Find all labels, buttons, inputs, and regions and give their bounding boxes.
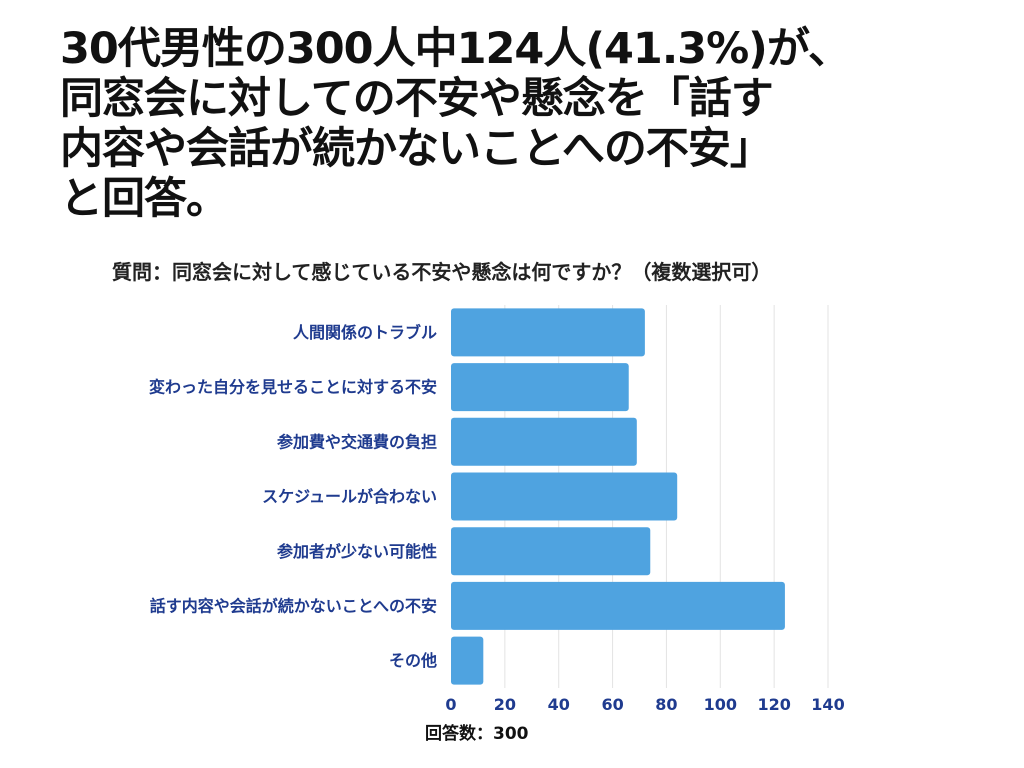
bars [451, 308, 785, 685]
bar [451, 581, 785, 630]
category-label: 参加費や交通費の負担 [277, 432, 437, 451]
bar [451, 417, 637, 466]
category-labels: 人間関係のトラブル変わった自分を見せることに対する不安参加費や交通費の負担スケジ… [149, 323, 437, 670]
category-label: 変わった自分を見せることに対する不安 [149, 378, 437, 397]
x-tick-label: 40 [548, 695, 570, 714]
category-label: 参加者が少ない可能性 [277, 542, 437, 561]
category-label: 人間関係のトラブル [293, 323, 437, 342]
chart-title: 質問：同窓会に対して感じている不安や懸念は何ですか？（複数選択可） [112, 260, 772, 284]
x-tick-label: 60 [601, 695, 623, 714]
category-label: 話す内容や会話が続かないことへの不安 [150, 597, 437, 616]
x-tick-label: 140 [811, 695, 844, 714]
x-tick-label: 0 [445, 695, 456, 714]
x-tick-label: 20 [494, 695, 516, 714]
category-label: スケジュールが合わない [262, 487, 437, 506]
category-label: その他 [389, 651, 437, 670]
bar [451, 308, 645, 357]
bar [451, 472, 678, 521]
x-tick-label: 80 [655, 695, 677, 714]
x-tick-label: 120 [757, 695, 790, 714]
headline: 30代男性の300人中124人(41.3%)が、 同窓会に対しての不安や懸念を「… [60, 24, 851, 224]
x-tick-labels: 0 20 40 60 80 100 120 140 [445, 695, 844, 714]
bar [451, 363, 629, 412]
response-count: 回答数：300 [425, 724, 529, 744]
bar [451, 636, 484, 685]
x-tick-label: 100 [704, 695, 737, 714]
bar [451, 527, 651, 576]
